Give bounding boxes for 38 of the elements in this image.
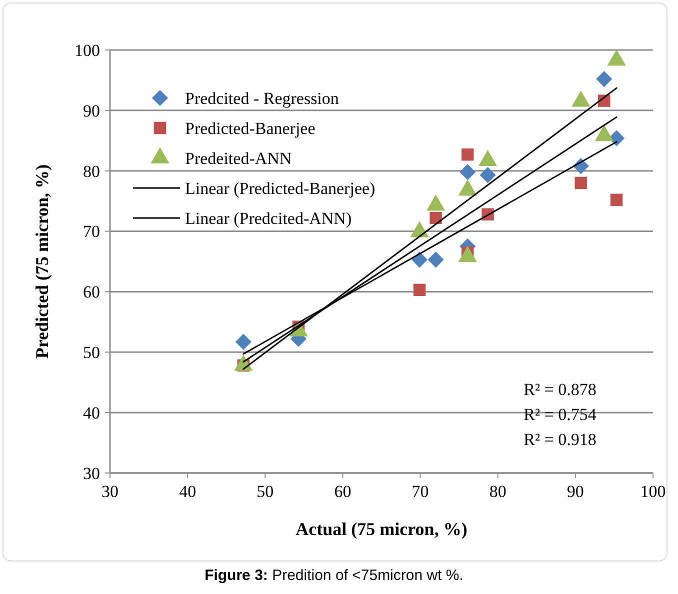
x-tick-label: 90 [566,482,584,501]
annotation: R² = 0.918 [524,430,596,449]
y-tick-label: 100 [74,40,100,60]
x-tick-label: 60 [334,482,352,501]
y-tick-label: 60 [83,282,100,302]
y-axis-title: Predicted (75 micron, %) [32,164,52,359]
point [574,176,587,190]
annotation: R² = 0.754 [524,405,597,424]
legend-label: Predicted-Banerjee [185,118,316,138]
legend-label: Predcited - Regression [185,88,340,108]
x-axis-title: Actual (75 micron, %) [296,519,468,539]
x-tick-label: 100 [640,482,666,501]
point [430,212,442,224]
y-tick-label: 40 [83,404,100,423]
y-tick-label: 70 [83,222,100,242]
point [428,252,444,268]
y-tick-label: 90 [83,101,100,120]
point [610,194,623,206]
x-tick-label: 80 [489,482,506,501]
annotation: R² = 0.878 [524,380,596,399]
caption: Figure 3: Predition of <75micron wt %. [204,567,464,584]
x-tick-label: 70 [412,482,429,501]
point [461,148,474,161]
x-tick-label: 50 [256,482,274,501]
point [235,334,252,350]
point [596,70,612,88]
legend-label: Predeited-ANN [185,148,292,168]
point [480,167,496,184]
y-tick-label: 80 [83,162,100,181]
x-tick-label: 40 [179,482,196,501]
point [460,164,476,180]
point [411,252,428,268]
x-tick-label: 30 [102,482,118,501]
point [413,284,426,296]
y-tick-label: 30 [83,464,100,483]
legend-label: Linear (Predcited-ANN) [185,208,352,228]
legend-label: Linear (Predicted-Banerjee) [185,178,376,198]
y-tick-label: 50 [83,343,100,362]
